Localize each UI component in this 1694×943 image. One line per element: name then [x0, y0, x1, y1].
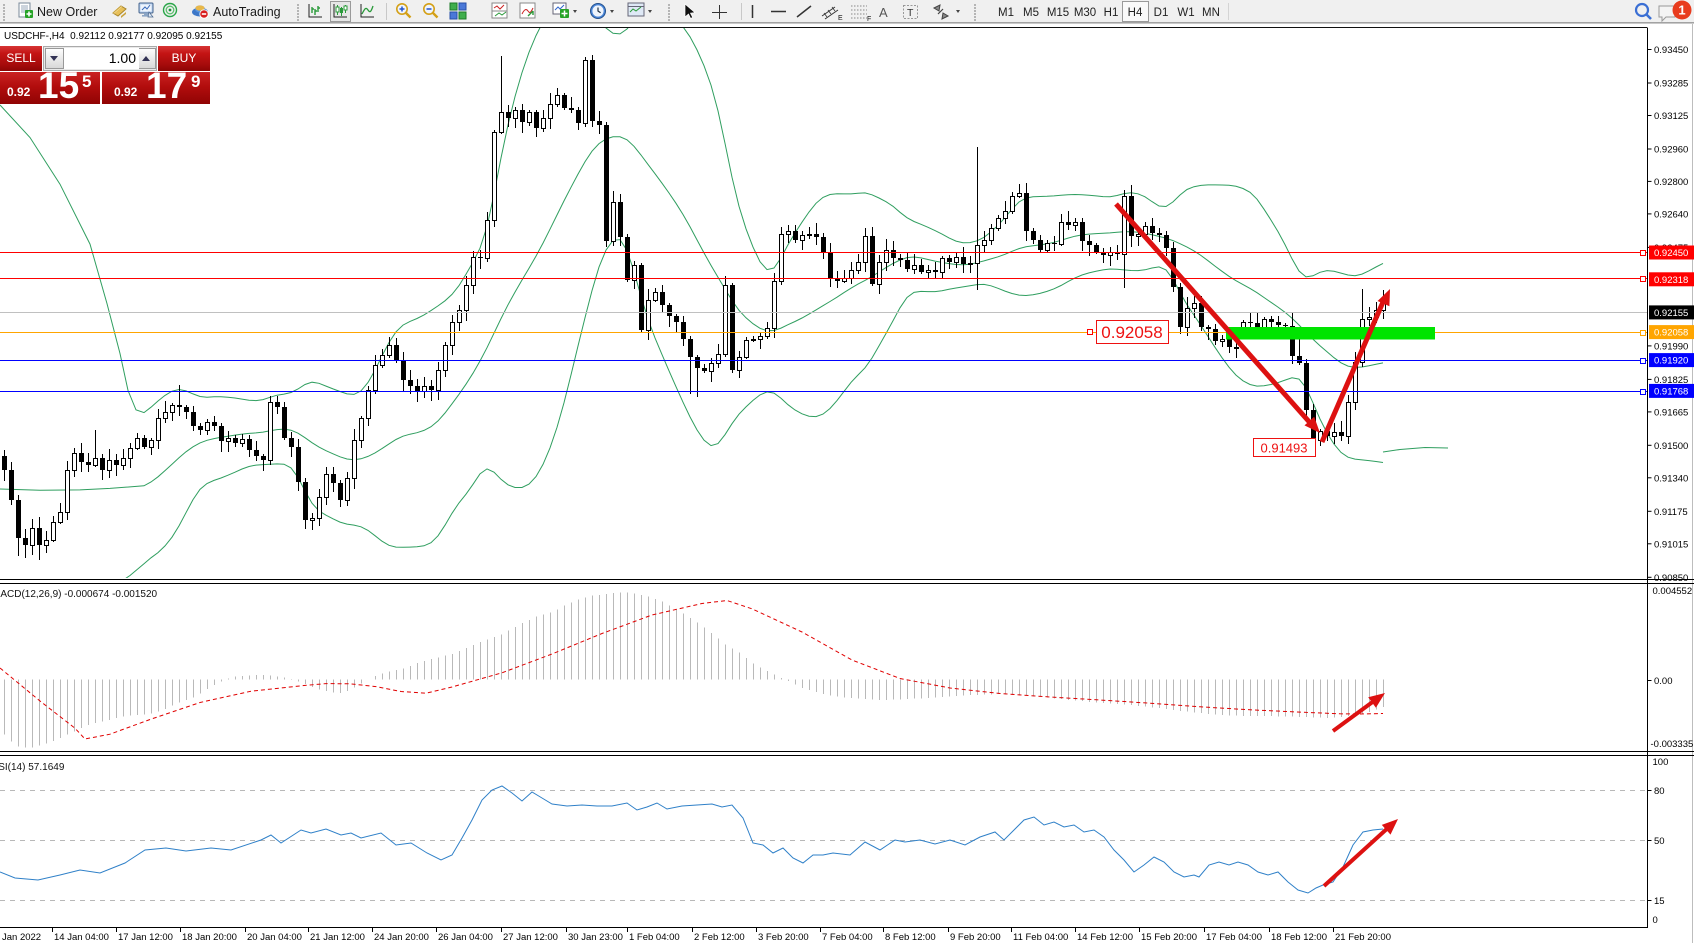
svg-text:0.93450: 0.93450	[1654, 45, 1688, 56]
svg-text:0.91340: 0.91340	[1654, 473, 1688, 484]
svg-text:0.92800: 0.92800	[1654, 177, 1688, 188]
svg-text:11 Feb 04:00: 11 Feb 04:00	[1013, 932, 1068, 943]
svg-text:M1: M1	[998, 7, 1014, 19]
svg-text:18 Jan 20:00: 18 Jan 20:00	[182, 932, 237, 943]
svg-text:W1: W1	[1177, 7, 1194, 19]
svg-text:MACD(12,26,9) -0.000674 -0.001: MACD(12,26,9) -0.000674 -0.001520	[0, 589, 158, 600]
svg-text:H1: H1	[1104, 7, 1119, 19]
svg-text:0.90850: 0.90850	[1654, 573, 1688, 584]
svg-text:M30: M30	[1074, 7, 1096, 19]
svg-text:15 Feb 20:00: 15 Feb 20:00	[1141, 932, 1197, 943]
svg-text:27 Jan 12:00: 27 Jan 12:00	[503, 932, 558, 943]
svg-text:0.92640: 0.92640	[1654, 209, 1688, 220]
svg-text:USDCHF-,H4 0.92112 0.92177 0.: USDCHF-,H4 0.92112 0.92177 0.92095 0.921…	[4, 31, 223, 42]
svg-text:50: 50	[1654, 836, 1665, 847]
svg-text:9 Feb 20:00: 9 Feb 20:00	[950, 932, 1001, 943]
svg-text:2 Feb 12:00: 2 Feb 12:00	[694, 932, 745, 943]
svg-text:0.92318: 0.92318	[1654, 275, 1688, 286]
svg-text:7 Feb 04:00: 7 Feb 04:00	[822, 932, 873, 943]
svg-text:3 Feb 20:00: 3 Feb 20:00	[758, 932, 809, 943]
svg-text:0.92058: 0.92058	[1654, 328, 1688, 339]
svg-text:0.91768: 0.91768	[1654, 386, 1688, 397]
svg-text:1 Feb 04:00: 1 Feb 04:00	[629, 932, 680, 943]
svg-text:0.92058: 0.92058	[1101, 323, 1162, 342]
svg-text:0.93125: 0.93125	[1654, 111, 1688, 122]
svg-text:30 Jan 23:00: 30 Jan 23:00	[568, 932, 623, 943]
svg-text:H4: H4	[1128, 7, 1143, 19]
svg-text:New Order: New Order	[37, 5, 97, 19]
svg-text:0.92450: 0.92450	[1654, 248, 1688, 259]
svg-text:0.91015: 0.91015	[1654, 539, 1688, 550]
svg-text:0.004552: 0.004552	[1653, 586, 1693, 597]
svg-text:0.91665: 0.91665	[1654, 407, 1688, 418]
svg-text:0.92155: 0.92155	[1654, 308, 1688, 319]
svg-text:14 Feb 12:00: 14 Feb 12:00	[1077, 932, 1133, 943]
svg-text:0.91175: 0.91175	[1654, 507, 1688, 518]
svg-text:0.91990: 0.91990	[1654, 341, 1688, 352]
svg-text:20 Jan 04:00: 20 Jan 04:00	[247, 932, 302, 943]
svg-text:F: F	[867, 16, 871, 23]
svg-text:D1: D1	[1154, 7, 1169, 19]
svg-text:0: 0	[1653, 915, 1658, 926]
svg-text:1: 1	[1678, 3, 1685, 18]
svg-text:100: 100	[1653, 757, 1669, 768]
svg-text:21 Jan 12:00: 21 Jan 12:00	[310, 932, 365, 943]
svg-text:26 Jan 04:00: 26 Jan 04:00	[438, 932, 493, 943]
svg-text:21 Feb 20:00: 21 Feb 20:00	[1335, 932, 1391, 943]
svg-text:80: 80	[1654, 786, 1665, 797]
svg-text:24 Jan 20:00: 24 Jan 20:00	[374, 932, 429, 943]
svg-text:8 Feb 12:00: 8 Feb 12:00	[885, 932, 936, 943]
svg-text:E: E	[838, 15, 843, 22]
svg-text:17 Jan 12:00: 17 Jan 12:00	[118, 932, 173, 943]
svg-text:-0.003335: -0.003335	[1651, 739, 1694, 750]
svg-text:15: 15	[1654, 896, 1665, 907]
svg-text:0.91493: 0.91493	[1261, 441, 1308, 456]
svg-text:M5: M5	[1023, 7, 1039, 19]
svg-text:17 Feb 04:00: 17 Feb 04:00	[1206, 932, 1262, 943]
svg-text:0.91920: 0.91920	[1654, 356, 1688, 367]
svg-text:14 Jan 04:00: 14 Jan 04:00	[54, 932, 109, 943]
svg-text:T: T	[907, 7, 914, 19]
svg-text:AutoTrading: AutoTrading	[213, 5, 281, 19]
svg-text:18 Feb 12:00: 18 Feb 12:00	[1271, 932, 1327, 943]
svg-text:0.92960: 0.92960	[1654, 145, 1688, 156]
svg-text:0.93285: 0.93285	[1654, 79, 1688, 90]
svg-text:RSI(14) 57.1649: RSI(14) 57.1649	[0, 762, 65, 773]
svg-text:0.91825: 0.91825	[1654, 375, 1688, 386]
svg-text:0.00: 0.00	[1654, 676, 1673, 687]
svg-text:A: A	[879, 5, 888, 20]
svg-text:0.91500: 0.91500	[1654, 441, 1688, 452]
svg-text:M15: M15	[1047, 7, 1069, 19]
svg-text:Jan 2022: Jan 2022	[2, 932, 41, 943]
svg-text:MN: MN	[1202, 7, 1220, 19]
